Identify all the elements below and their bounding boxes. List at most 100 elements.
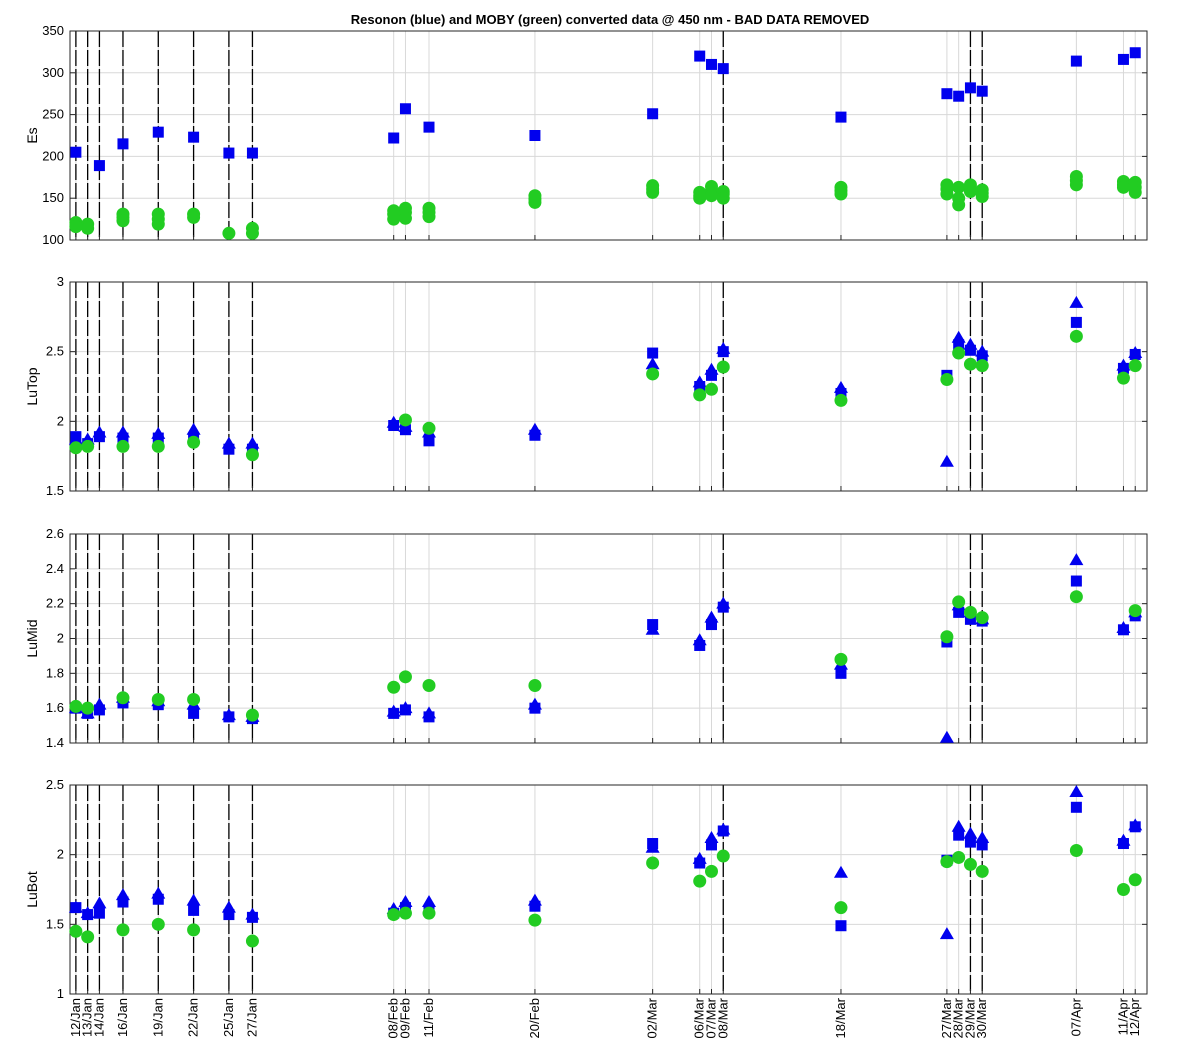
data-point-square [1070, 801, 1082, 813]
data-point-square [941, 88, 953, 100]
data-point-circle [1128, 604, 1142, 618]
data-point-square [223, 443, 235, 455]
panel-lutop: 1.5 2 2.5 3 LuTop [24, 274, 1148, 498]
data-point-circle [693, 388, 707, 402]
data-point-circle [963, 185, 977, 199]
plot-frame [69, 281, 1148, 492]
data-point-circle [1069, 590, 1083, 604]
data-point-circle [151, 917, 165, 931]
data-point-circle [387, 212, 401, 226]
x-tick-label: 08/Feb [386, 998, 401, 1038]
x-tick-label: 02/Mar [645, 997, 660, 1038]
x-tick-label: 22/Jan [186, 998, 201, 1037]
data-point-circle [151, 692, 165, 706]
data-point-circle [116, 691, 130, 705]
data-point-circle [245, 448, 259, 462]
x-tick-label: 16/Jan [115, 998, 130, 1037]
x-tick-label: 11/Apr [1115, 997, 1130, 1035]
data-point-square [1129, 47, 1141, 59]
data-point-square [223, 909, 235, 921]
x-tick-label: 11/Feb [421, 998, 436, 1038]
data-point-circle [716, 360, 730, 374]
data-point-square [717, 825, 729, 837]
data-point-square [976, 839, 988, 851]
data-point-square [647, 619, 659, 631]
data-point-square [964, 613, 976, 625]
data-point-square [388, 707, 400, 719]
data-point-triangle [939, 927, 954, 940]
data-point-square [529, 900, 541, 912]
data-point-triangle [833, 865, 848, 878]
data-point-square [835, 667, 847, 679]
data-point-circle [952, 180, 966, 194]
data-point-square [835, 111, 847, 123]
data-point-triangle [645, 357, 660, 370]
data-point-square [399, 103, 411, 115]
data-point-circle [834, 901, 848, 915]
data-point-square [976, 85, 988, 97]
y-tick-label: 1.5 [46, 916, 64, 931]
y-tick-label: 2.5 [46, 344, 64, 359]
data-point-square [1070, 575, 1082, 587]
data-point-square [399, 704, 411, 716]
data-point-circle [528, 679, 542, 693]
data-point-circle [1116, 371, 1130, 385]
data-point-square [399, 424, 411, 436]
data-point-circle [646, 185, 660, 199]
data-point-square [705, 839, 717, 851]
series-circle [69, 843, 1142, 948]
data-point-circle [245, 934, 259, 948]
data-point-circle [187, 923, 201, 937]
y-tick-label: 200 [42, 148, 64, 163]
data-point-circle [975, 359, 989, 373]
data-point-circle [704, 382, 718, 396]
y-axis-label: LuTop [24, 367, 40, 405]
chart-title: Resonon (blue) and MOBY (green) converte… [351, 12, 870, 27]
data-point-circle [975, 190, 989, 204]
data-point-square [976, 350, 988, 362]
x-tick-label: 07/Apr [1068, 997, 1083, 1036]
data-point-circle [940, 373, 954, 387]
data-point-square [423, 711, 435, 723]
data-point-circle [1128, 185, 1142, 199]
data-point-circle [222, 226, 236, 240]
y-tick-label: 1.8 [46, 665, 64, 680]
data-point-circle [187, 210, 201, 224]
data-point-square [647, 347, 659, 359]
data-point-circle [1069, 843, 1083, 857]
data-point-circle [963, 857, 977, 871]
data-point-square [647, 108, 659, 120]
data-point-triangle [939, 730, 954, 743]
data-point-circle [1128, 873, 1142, 887]
data-point-triangle [963, 826, 978, 839]
panels: 100150200250300350Es1.522.53LuTop1.41.61… [24, 23, 1148, 1001]
plot-frame [69, 784, 1148, 995]
data-point-square [423, 435, 435, 447]
data-point-circle [834, 393, 848, 407]
x-tick-label: 27/Jan [244, 998, 259, 1037]
data-point-square [188, 131, 200, 143]
data-point-square [1070, 55, 1082, 67]
y-axis-label: Es [24, 127, 40, 143]
data-point-square [717, 601, 729, 613]
x-tick-label: 19/Jan [150, 998, 165, 1037]
data-point-triangle [1069, 784, 1084, 797]
data-point-circle [952, 198, 966, 212]
data-point-circle [1069, 329, 1083, 343]
data-point-square [953, 90, 965, 102]
data-point-circle [952, 595, 966, 609]
data-point-square [93, 431, 105, 443]
data-point-square [694, 857, 706, 869]
data-point-circle [704, 189, 718, 203]
data-point-circle [716, 191, 730, 205]
data-point-square [953, 829, 965, 841]
data-point-square [964, 836, 976, 848]
data-point-square [705, 58, 717, 70]
data-point-square [82, 909, 94, 921]
data-point-circle [646, 856, 660, 870]
data-point-circle [81, 221, 95, 235]
y-tick-label: 100 [42, 232, 64, 247]
data-point-square [705, 369, 717, 381]
